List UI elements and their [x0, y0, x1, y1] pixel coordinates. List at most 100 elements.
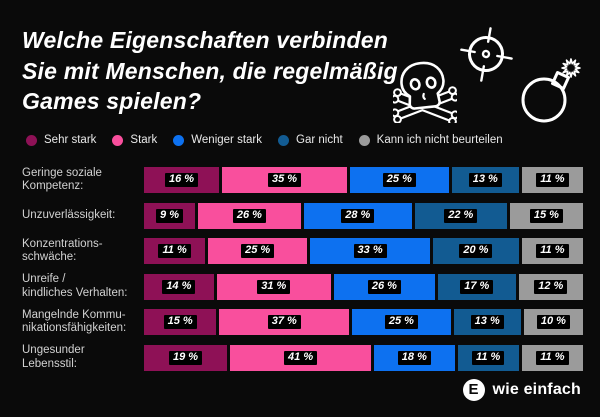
bar-segment: 11 %	[521, 238, 583, 264]
value-label: 11 %	[536, 244, 569, 258]
legend-item: Kann ich nicht beurteilen	[358, 134, 503, 146]
value-label: 25 %	[382, 173, 416, 187]
category-label-line: Geringe soziale	[22, 166, 102, 179]
bar-segment: 9 %	[144, 202, 196, 229]
bar-segment: 10 %	[523, 309, 583, 335]
stacked-bar: 11 % 25 % 33 % 20 % 11 %	[144, 238, 583, 264]
value-label: 11 %	[472, 350, 505, 365]
value-label: 9 %	[156, 208, 184, 223]
category-label-line: Lebensstil:	[22, 357, 77, 370]
value-label: 12 %	[534, 279, 568, 294]
bar-segment: 18 %	[374, 344, 455, 371]
stacked-bar: 15 % 37 % 25 % 13 % 10 %	[144, 309, 583, 335]
value-label: 35 %	[267, 173, 302, 187]
value-label: 11 %	[536, 350, 569, 365]
value-label: 41 %	[284, 350, 318, 365]
bar-segment: 17 %	[437, 273, 516, 300]
legend-item: Gar nicht	[278, 134, 343, 146]
crosshair-icon	[458, 24, 514, 82]
category-label-line: Mangelnde Kommu-	[22, 308, 126, 321]
stacked-bar: 19 % 41 % 18 % 11 % 11 %	[144, 344, 583, 371]
category-label: Mangelnde Kommu-nikationsfähigkeiten:	[22, 309, 144, 336]
legend-dot-icon	[112, 134, 124, 146]
value-label: 19 %	[169, 350, 203, 365]
bar-segment: 33 %	[310, 238, 431, 264]
bar-segment: 25 %	[349, 167, 449, 193]
brand-logo: E wie einfach	[462, 379, 581, 401]
value-label: 17 %	[460, 279, 494, 294]
chart-row: Mangelnde Kommu-nikationsfähigkeiten: 15 …	[22, 309, 583, 335]
bar-segment: 11 %	[144, 238, 206, 264]
legend-dot-icon	[358, 134, 370, 146]
value-label: 33 %	[353, 244, 387, 258]
legend-item: Sehr stark	[26, 134, 96, 146]
legend-label: Stark	[130, 134, 158, 146]
value-label: 25 %	[241, 244, 275, 258]
stacked-bar: 14 % 31 % 26 % 17 % 12 %	[144, 273, 583, 300]
legend: Sehr stark Stark Weniger stark Gar nicht Kan…	[26, 132, 503, 148]
value-label: 10 %	[536, 315, 570, 329]
value-label: 26 %	[232, 208, 266, 223]
logo-text: wie einfach	[492, 381, 581, 398]
bar-segment: 12 %	[518, 273, 583, 300]
skull-crossbones-icon	[393, 61, 457, 123]
bar-segment: 20 %	[433, 238, 519, 264]
bar-segment: 11 %	[521, 167, 583, 193]
category-label: Unzuverlässigkeit:	[22, 209, 144, 223]
logo-e-icon: E	[462, 379, 485, 401]
value-label: 37 %	[267, 315, 301, 329]
page-title-line-3: Games spielen?	[22, 88, 202, 114]
bar-segment: 15 %	[144, 309, 217, 335]
stacked-bar: 16 % 35 % 25 % 13 % 11 %	[144, 167, 583, 193]
chart-row: Unzuverlässigkeit: 9 % 26 % 28 % 22 % 15 %	[22, 202, 583, 229]
bar-segment: 11 %	[457, 344, 519, 371]
bar-segment: 25 %	[352, 309, 451, 335]
chart-row: Konzentrations-schwäche: 11 % 25 % 33 % 20 %…	[22, 238, 583, 264]
bar-segment: 37 %	[219, 309, 350, 335]
category-label-line: Unzuverlässigkeit:	[22, 208, 116, 221]
value-label: 20 %	[459, 244, 493, 258]
legend-label: Weniger stark	[191, 134, 262, 146]
category-label: Unreife / kindliches Verhalten:	[22, 273, 144, 300]
bar-segment: 15 %	[509, 202, 583, 229]
value-label: 25 %	[384, 315, 418, 329]
legend-item: Stark	[112, 134, 157, 146]
bar-segment: 22 %	[414, 202, 507, 229]
chart-row: Ungesunder Lebensstil: 19 % 41 % 18 % 11 % 11 …	[22, 344, 583, 371]
page-title-line-1: Welche Eigenschaften verbinden	[22, 27, 389, 53]
category-label-line: Ungesunder	[22, 344, 85, 356]
legend-dot-icon	[278, 134, 289, 146]
legend-dot-icon	[26, 134, 37, 146]
legend-label: Kann ich nicht beurteilen	[376, 134, 503, 146]
legend-item: Weniger stark	[173, 134, 262, 146]
value-label: 16 %	[164, 173, 199, 187]
category-label-line: kindliches Verhalten:	[22, 286, 128, 299]
value-label: 31 %	[257, 279, 291, 294]
category-label-line: Konzentrations-	[22, 237, 103, 250]
chart-row: Unreife / kindliches Verhalten: 14 % 31 % 26…	[22, 273, 583, 300]
bar-segment: 13 %	[451, 167, 519, 193]
chart-row: Geringe soziale Kompetenz: 16 % 35 % 25 % 13 …	[22, 167, 583, 193]
value-label: 11 %	[158, 244, 191, 258]
legend-label: Gar nicht	[296, 134, 343, 146]
bar-segment: 31 %	[216, 273, 331, 300]
bar-segment: 28 %	[303, 202, 412, 229]
category-label-line: nikationsfähigkeiten:	[22, 322, 127, 334]
bar-segment: 26 %	[198, 202, 301, 229]
value-label: 13 %	[470, 315, 504, 329]
bar-segment: 19 %	[144, 344, 228, 371]
category-label: Konzentrations-schwäche:	[22, 238, 144, 265]
legend-label: Sehr stark	[44, 134, 97, 146]
bar-segment: 41 %	[230, 344, 372, 371]
value-label: 11 %	[536, 173, 569, 187]
value-label: 22 %	[444, 208, 478, 223]
bar-segment: 16 %	[144, 167, 220, 193]
bar-segment: 25 %	[208, 238, 308, 264]
bar-segment: 14 %	[144, 273, 214, 300]
value-label: 14 %	[162, 279, 196, 294]
chart: Geringe soziale Kompetenz: 16 % 35 % 25 % 13 …	[22, 167, 583, 380]
category-label-line: schwäche:	[22, 251, 77, 263]
category-label: Geringe soziale Kompetenz:	[22, 167, 144, 194]
stacked-bar: 9 % 26 % 28 % 22 % 15 %	[144, 202, 583, 229]
